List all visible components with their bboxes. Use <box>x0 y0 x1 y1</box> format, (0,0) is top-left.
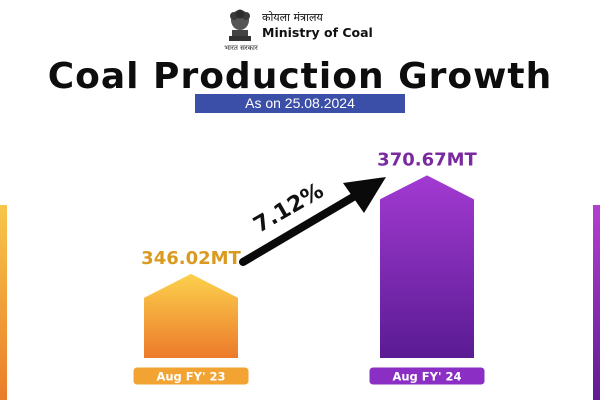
page-title: Coal Production Growth <box>47 56 553 97</box>
left-edge-decoration <box>0 205 7 400</box>
ministry-header: भारत सरकार कोयला मंत्रालय Ministry of Co… <box>223 6 403 54</box>
emblem-caption: भारत सरकार <box>224 44 258 52</box>
growth-arrow-head <box>343 177 386 213</box>
growth-percentage-label: 7.12% <box>249 178 328 238</box>
category-label-2: Aug FY' 24 <box>392 370 461 384</box>
ministry-name-hindi: कोयला मंत्रालय <box>262 11 323 24</box>
category-label-1: Aug FY' 23 <box>156 370 225 384</box>
date-subtitle: As on 25.08.2024 <box>195 94 405 113</box>
bar-value-label-1: 346.02MT <box>141 248 241 269</box>
bar-value-label-2: 370.67MT <box>377 149 477 170</box>
bar-1 <box>144 273 238 358</box>
category-pill-2 <box>368 366 486 386</box>
ministry-name: Ministry of Coal <box>262 25 373 40</box>
category-pill-1 <box>132 366 250 386</box>
bar-2 <box>380 175 474 358</box>
national-emblem-icon <box>229 9 251 41</box>
growth-arrow-shaft <box>239 189 364 266</box>
right-edge-decoration <box>593 205 600 400</box>
